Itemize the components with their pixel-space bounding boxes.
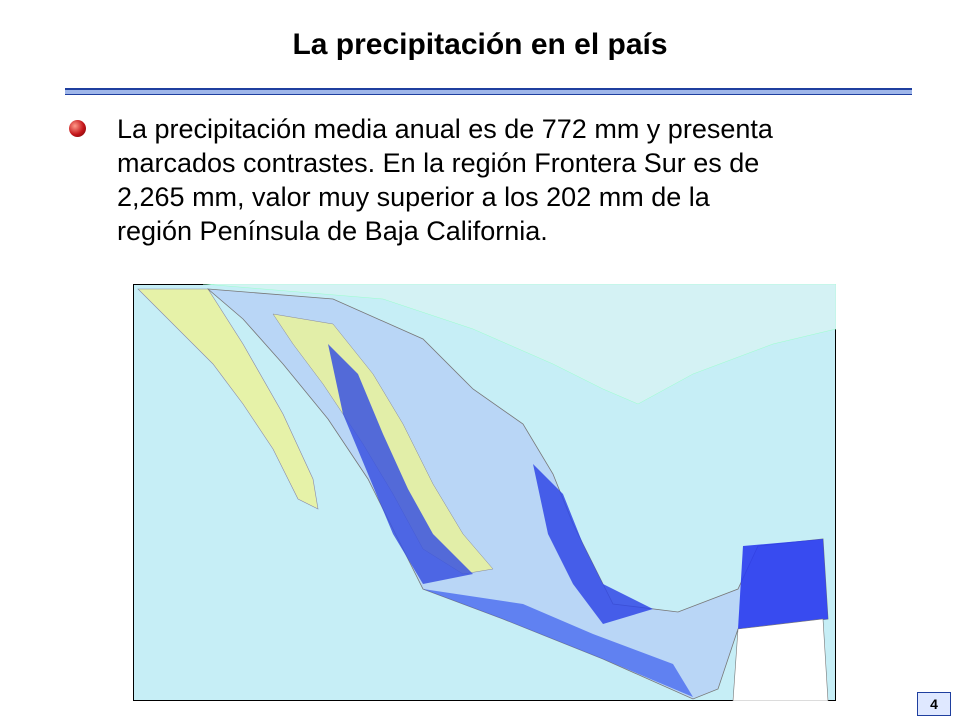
bullet-text: La precipitación media anual es de 772 m… [117, 112, 773, 248]
page-number: 4 [917, 692, 951, 716]
precipitation-map [133, 284, 836, 701]
text-line: 2,265 mm, valor muy superior a los 202 m… [117, 182, 710, 212]
bullet-icon [69, 120, 86, 137]
text-line: región Península de Baja California. [117, 216, 548, 246]
map-wet-band [533, 464, 653, 624]
map-central-america [732, 618, 829, 701]
slide-title: La precipitación en el país [292, 28, 668, 61]
title-rule [65, 88, 912, 95]
text-line: marcados contrastes. En la región Fronte… [117, 148, 760, 178]
map-land-north [202, 284, 836, 405]
map-wet-band [328, 344, 473, 584]
text-line: La precipitación media anual es de 772 m… [117, 114, 773, 144]
map-yucatan [738, 539, 828, 629]
map-baja [137, 288, 319, 510]
